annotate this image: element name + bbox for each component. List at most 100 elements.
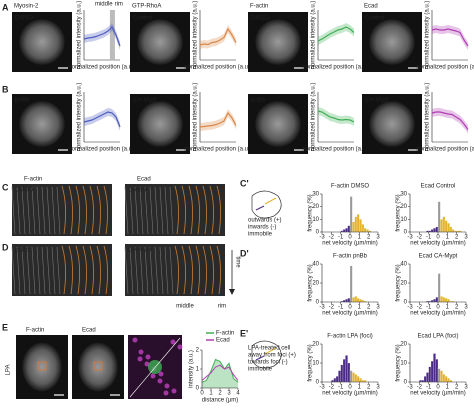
rim-label: rim [218,304,226,310]
micrograph-cell [255,19,301,65]
y-axis-label: frequency (%) [396,264,402,301]
hist-bar [430,361,434,383]
middle-label: middle [176,304,194,310]
kymo-texture [144,246,149,295]
micrograph-cell [19,19,65,65]
kymo-streak [61,245,67,295]
kymo-texture [149,246,154,295]
x-tick-label: 0 [200,391,204,397]
x-tick-label: -3 [319,235,325,241]
zoom-spot [158,371,164,377]
kymo-texture [16,246,21,295]
x-tick-label: 3 [376,305,380,311]
legend-text: F-actin [216,331,234,337]
legend-text: away from foci (+) [248,353,296,359]
y-axis-label: frequency (%) [308,264,314,301]
kymo-texture [26,186,31,235]
y-axis-label: normalized intensity (a.u.) [77,83,83,152]
rim-band [109,10,115,60]
y-tick-label: 0 [316,300,320,306]
x-axis-label: normalized position (a.u.) [68,65,135,71]
x-tick-label: 2 [367,305,371,311]
hist-bar [352,221,355,233]
rim-label: rim [115,2,123,8]
kymo-streak [216,185,222,235]
hist-title: F-actin LPA (foci) [327,334,373,340]
cell-diagram [251,340,282,369]
profile-line [317,110,355,123]
hist-bar [444,298,448,303]
kymo-condition: pnBb [15,248,30,254]
channel-title: F-actin [250,4,268,10]
y-tick-label: 10 [312,217,319,223]
kymo-texture [21,186,26,235]
hist-bar [449,226,453,233]
hist-bar [451,229,455,233]
profile-line [83,111,121,128]
condition-label: DMSO [15,16,33,22]
kymo-texture [56,246,61,295]
micrograph-cell [369,101,415,147]
x-tick-label: -1 [338,235,344,241]
zoom-spot [137,356,143,362]
x-axis-label: normalized position (a.u.) [416,147,474,153]
legend-text: LPA-treated cell [248,346,290,352]
kymo-texture [36,246,41,295]
kymo-texture [124,186,129,235]
x-tick-label: 1 [358,385,362,391]
x-tick-label: 4 [236,391,240,397]
y-axis-label: frequency (%) [308,344,314,381]
y-tick-label: 20 [312,281,319,287]
y-tick-label: 40 [312,262,319,268]
hist-bar [347,298,351,303]
kymo-texture [31,186,36,235]
profile-band [432,108,468,134]
condition-label: pnBb [251,98,266,104]
kymo-streak [68,245,74,295]
x-tick-label: 1 [358,305,362,311]
kymo-streak [82,185,88,235]
kymo-channel: Ecad [137,177,151,183]
panel-letter: E [2,322,8,332]
kymo-streak [216,245,222,295]
x-tick-label: 1 [446,385,450,391]
hist-bar [342,229,346,233]
hist-bar [433,353,436,383]
x-tick-label: 1 [209,391,213,397]
profile-line [199,27,237,46]
hist-bar [433,299,436,303]
legend-text: immobile [248,367,273,373]
kymo-streak [195,245,201,295]
kymo-streak [96,185,102,235]
y-axis-label: normalized intensity (a.u.) [425,1,431,70]
y-axis-label: normalized intensity (a.u.) [311,1,317,70]
profile-band [84,108,120,131]
kymo-texture [134,186,139,235]
x-tick-label: -2 [329,385,335,391]
hist-bar [356,214,360,233]
zoom-spot [150,373,156,379]
x-axis-label: net velocity (µm/min) [410,391,465,397]
x-tick-label: -2 [417,305,423,311]
kymo-texture [139,246,144,295]
roi-box [93,361,103,371]
x-axis-label: normalized position (a.u.) [68,147,135,153]
kymo-texture [144,186,149,235]
x-tick-label: 1 [358,235,362,241]
arrow-in [255,205,265,211]
x-tick-label: 2 [455,305,459,311]
hist-bar [347,225,351,233]
kymo-texture [134,246,139,295]
kymo-texture [26,246,31,295]
zoom-spot [170,339,176,345]
y-tick-label: 0 [316,380,320,386]
y-tick-label: 10 [400,361,407,367]
series-line [201,364,239,381]
x-tick-label: -3 [407,305,413,311]
y-axis-label: normalized intensity (a.u.) [311,83,317,152]
x-tick-label: 3 [464,385,468,391]
channel-title: GTP-RhoA [132,4,161,10]
hist-bar [435,359,439,383]
x-tick-label: -2 [329,235,335,241]
channel-title: Myosin-2 [14,4,39,10]
